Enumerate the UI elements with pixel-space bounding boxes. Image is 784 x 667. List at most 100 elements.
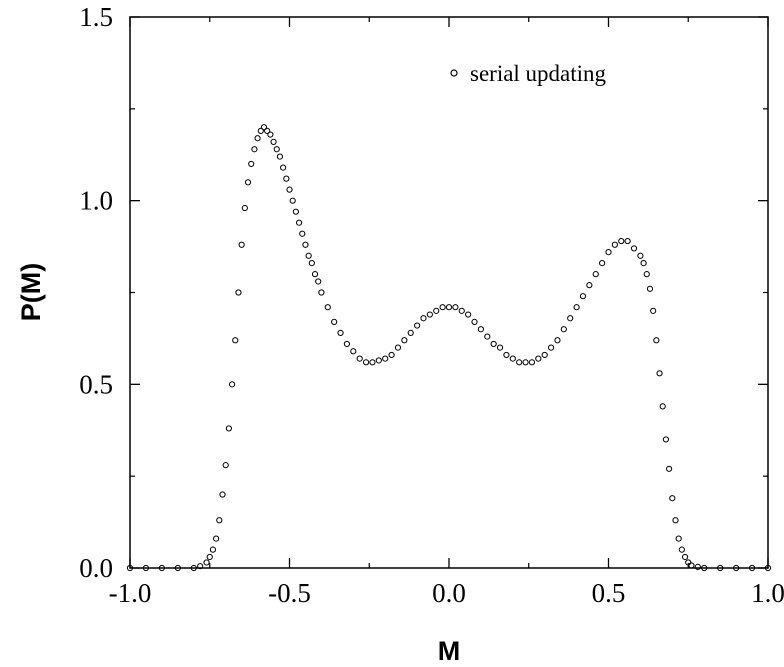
data-point [477,326,484,333]
data-point [605,248,612,256]
data-point [717,564,724,572]
plot-frame [129,16,769,569]
data-point [388,351,395,359]
data-point [299,230,306,237]
data-point [579,293,587,300]
data-point [276,153,284,160]
data-point [289,197,296,204]
data-point [496,344,504,351]
axis-ticks [129,16,769,569]
data-point [382,355,389,362]
data-point [653,337,660,344]
data-point [219,491,226,498]
data-point [640,260,647,267]
data-point [283,175,290,182]
data-point [509,355,516,362]
data-point [643,271,650,278]
data-point [264,127,271,134]
data-point [248,160,255,168]
data-point [244,179,252,186]
data-point [343,340,351,348]
data-point [465,311,472,318]
data-point [235,289,242,296]
y-axis-title: P(M) [16,263,46,321]
data-point [295,219,303,226]
data-point [190,564,197,572]
data-point [675,535,682,542]
y-tick-label: 1.0 [79,186,113,216]
data-point [503,351,510,359]
data-point [701,564,708,572]
legend: serial updating [450,61,607,86]
data-point [394,344,402,351]
data-point [414,322,421,329]
data-point [267,131,274,138]
y-tick-labels: 0.0 0.5 1.0 1.5 [79,2,113,583]
data-point [420,315,427,322]
y-tick-label: 1.5 [79,2,113,32]
data-point [688,562,695,569]
data-point [659,403,666,410]
data-point [126,564,134,572]
data-point [541,351,548,359]
x-axis-title: M [438,636,461,666]
data-point [669,495,676,502]
data-point [733,564,740,572]
data-point [599,260,606,267]
data-point [484,333,491,340]
data-point [270,138,277,145]
data-point [681,553,689,561]
data-point [611,241,618,248]
data-point [662,436,670,443]
data-point [445,304,453,311]
data-point [490,340,497,348]
data-point [232,337,239,344]
data-point [535,355,542,362]
data-point [257,127,264,134]
legend-label: serial updating [470,61,607,86]
data-point [203,559,210,566]
x-tick-label: -0.5 [268,578,311,608]
x-tick-labels: -1.0 -0.5 0.0 0.5 1.0 [109,578,784,608]
data-point [318,289,325,296]
data-point [356,355,363,362]
data-point [225,425,232,432]
data-point [547,344,555,351]
data-point [142,564,150,572]
data-point [458,307,465,314]
data-point [764,564,772,572]
data-point [315,278,322,285]
data-point [362,359,370,366]
data-point [573,304,580,311]
data-point [302,241,309,248]
data-point [174,564,181,572]
data-point [522,359,529,366]
data-point [407,329,414,337]
data-point [273,146,280,153]
data-point [586,282,593,289]
x-tick-label: 0.0 [432,578,466,608]
data-point [672,517,679,524]
data-point [426,311,433,318]
y-tick-label: 0.5 [79,369,113,399]
data-point [197,563,204,570]
data-point [158,564,165,572]
data-point [624,237,631,245]
data-point [260,124,268,131]
data-point [650,307,657,314]
data-point [439,304,446,311]
data-point [213,535,220,542]
data-point [254,135,261,142]
data-point [666,465,673,472]
data-point [331,318,338,325]
data-point [241,204,248,212]
data-point [528,359,536,366]
data-point [311,271,319,278]
data-point [280,164,287,171]
data-point [337,329,344,337]
data-point [554,337,561,344]
data-point [630,245,638,252]
data-point [324,304,331,311]
data-point [292,208,299,215]
